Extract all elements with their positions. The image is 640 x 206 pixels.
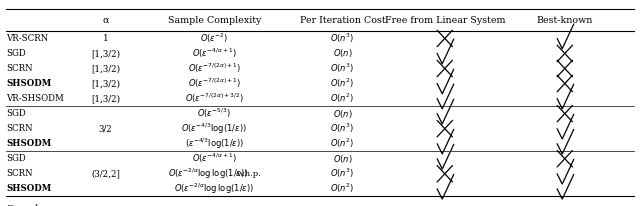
Text: $O(n^2)$: $O(n^2)$ (330, 77, 355, 90)
Text: SHSODM: SHSODM (6, 139, 52, 148)
Text: $O(n^3)$: $O(n^3)$ (330, 167, 355, 180)
Text: α: α (102, 16, 109, 25)
Text: SCRN: SCRN (6, 64, 33, 73)
Text: Free from Linear System: Free from Linear System (385, 16, 505, 25)
Text: $(\epsilon^{-4/3}\log(1/\epsilon))$: $(\epsilon^{-4/3}\log(1/\epsilon))$ (185, 137, 244, 151)
Text: $O(\epsilon^{-4/3}\log(1/\epsilon))$: $O(\epsilon^{-4/3}\log(1/\epsilon))$ (182, 122, 247, 136)
Text: Per Iteration Cost: Per Iteration Cost (300, 16, 385, 25)
Text: $O(\epsilon^{-7/(2\alpha)+3/2})$: $O(\epsilon^{-7/(2\alpha)+3/2})$ (185, 92, 244, 105)
Text: SGD: SGD (6, 154, 26, 163)
Text: VR-SHSODM: VR-SHSODM (6, 94, 64, 103)
Text: SHSODM: SHSODM (6, 79, 52, 88)
Text: $O(n)$: $O(n)$ (333, 47, 352, 60)
Text: SCRN: SCRN (6, 124, 33, 133)
Text: $O(\epsilon^{-4/\alpha+1})$: $O(\epsilon^{-4/\alpha+1})$ (192, 47, 237, 60)
Text: $O(\epsilon^{-4/\alpha+1})$: $O(\epsilon^{-4/\alpha+1})$ (192, 152, 237, 165)
Text: $O(n)$: $O(n)$ (333, 108, 352, 120)
Text: VR-SCRN: VR-SCRN (6, 34, 49, 43)
Text: [1,3/2): [1,3/2) (91, 64, 120, 73)
Text: SGD: SGD (6, 109, 26, 118)
Text: $O(n^2)$: $O(n^2)$ (330, 137, 355, 150)
Text: Best-known: Best-known (536, 16, 593, 25)
Text: $O(\epsilon^{-2/\alpha}\log\log(1/\epsilon))$: $O(\epsilon^{-2/\alpha}\log\log(1/\epsil… (174, 182, 255, 196)
Text: SGD: SGD (6, 49, 26, 58)
Text: SCRN: SCRN (6, 169, 33, 178)
Text: $O(n^3)$: $O(n^3)$ (330, 122, 355, 135)
Text: $O(\epsilon^{-2/\alpha}\log\log(1/\epsilon))$: $O(\epsilon^{-2/\alpha}\log\log(1/\epsil… (168, 167, 248, 181)
Text: [1,3/2): [1,3/2) (91, 79, 120, 88)
Text: $O(n^2)$: $O(n^2)$ (330, 92, 355, 105)
Text: Figure 1: ...: Figure 1: ... (6, 204, 51, 206)
Text: $O(\epsilon^{-7/(2\alpha)+1})$: $O(\epsilon^{-7/(2\alpha)+1})$ (188, 77, 241, 90)
Text: Sample Complexity: Sample Complexity (168, 16, 261, 25)
Text: [1,3/2): [1,3/2) (91, 49, 120, 58)
Text: (3/2,2]: (3/2,2] (91, 169, 120, 178)
Text: w.h.p.: w.h.p. (237, 170, 262, 178)
Text: $O(\epsilon^{-5/3})$: $O(\epsilon^{-5/3})$ (197, 107, 232, 120)
Text: $O(n^3)$: $O(n^3)$ (330, 32, 355, 45)
Text: 3/2: 3/2 (99, 124, 113, 133)
Text: $O(n^3)$: $O(n^3)$ (330, 62, 355, 75)
Text: $O(\epsilon^{-7/(2\alpha)+1})$: $O(\epsilon^{-7/(2\alpha)+1})$ (188, 62, 241, 75)
Text: $O(n^2)$: $O(n^2)$ (330, 182, 355, 195)
Text: [1,3/2): [1,3/2) (91, 94, 120, 103)
Text: SHSODM: SHSODM (6, 184, 52, 193)
Text: $O(\epsilon^{-2})$: $O(\epsilon^{-2})$ (200, 32, 228, 45)
Text: 1: 1 (103, 34, 108, 43)
Text: $O(n)$: $O(n)$ (333, 153, 352, 165)
